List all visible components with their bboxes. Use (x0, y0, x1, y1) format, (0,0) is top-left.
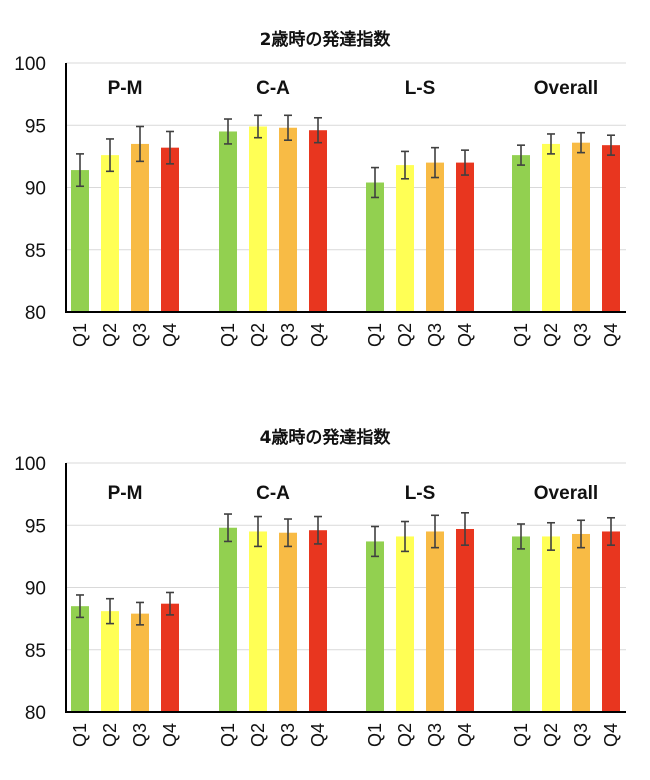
x-tick-label: Q1 (218, 323, 238, 347)
chart-4yr-development-index: 4歳時の発達指数 80 85 90 95 100 Q1 Q2 Q3 Q4 P-M Q1 Q2 Q3 Q4 C… (14, 427, 626, 747)
x-tick-label: Q4 (160, 323, 180, 347)
y-tick-label: 90 (25, 579, 46, 600)
y-tick-label: 100 (14, 454, 46, 475)
bar-l-s-q4 (456, 528, 474, 712)
y-tick-label: 90 (25, 179, 46, 200)
group-label-l-s: L-S (405, 78, 436, 99)
chart-title: 4歳時の発達指数 (260, 427, 392, 448)
bar-l-s-q1 (366, 182, 384, 312)
group-label-p-m: P-M (108, 483, 143, 504)
x-tick-label: Q3 (571, 323, 591, 347)
bar-overall-q2 (542, 536, 560, 712)
chart-title: 2歳時の発達指数 (260, 29, 392, 50)
x-tick-label: Q3 (278, 723, 298, 747)
bar-p-m-q4 (161, 147, 179, 312)
bar-overall-q1 (512, 536, 530, 712)
bar-p-m-q3 (131, 613, 149, 712)
group-label-c-a: C-A (256, 483, 290, 504)
bar-c-a-q3 (279, 127, 297, 313)
x-tick-label: Q2 (541, 723, 561, 747)
x-tick-label: Q4 (455, 723, 475, 747)
bar-p-m-q3 (131, 143, 149, 312)
x-tick-label: Q4 (455, 323, 475, 347)
bar-p-m-q1 (71, 606, 89, 712)
bar-overall-q3 (572, 142, 590, 312)
x-tick-label: Q2 (100, 323, 120, 347)
bar-p-m-q2 (101, 611, 119, 712)
x-tick-label: Q3 (130, 723, 150, 747)
x-tick-label: Q1 (218, 723, 238, 747)
group-label-overall: Overall (534, 78, 598, 99)
group-label-l-s: L-S (405, 483, 436, 504)
bar-overall-q1 (512, 155, 530, 312)
x-tick-label: Q4 (601, 723, 621, 747)
bar-c-a-q2 (249, 126, 267, 313)
y-tick-label: 80 (25, 303, 46, 324)
x-tick-label: Q2 (248, 323, 268, 347)
bar-l-s-q2 (396, 165, 414, 312)
bar-p-m-q1 (71, 170, 89, 312)
x-tick-label: Q4 (308, 323, 328, 347)
y-tick-label: 85 (25, 641, 46, 662)
x-tick-label: Q4 (160, 723, 180, 747)
bar-l-s-q2 (396, 536, 414, 712)
bar-l-s-q4 (456, 162, 474, 312)
group-label-c-a: C-A (256, 78, 290, 99)
x-tick-label: Q1 (365, 723, 385, 747)
bar-c-a-q1 (219, 131, 237, 312)
bar-c-a-q4 (309, 130, 327, 312)
bar-l-s-q1 (366, 541, 384, 712)
y-tick-label: 95 (25, 516, 46, 537)
bar-overall-q4 (602, 145, 620, 312)
x-tick-label: Q4 (601, 323, 621, 347)
x-tick-label: Q3 (571, 723, 591, 747)
bar-overall-q2 (542, 143, 560, 312)
x-tick-label: Q1 (365, 323, 385, 347)
y-tick-label: 95 (25, 116, 46, 137)
x-tick-label: Q1 (70, 723, 90, 747)
bar-c-a-q2 (249, 531, 267, 712)
x-tick-label: Q2 (395, 323, 415, 347)
bar-overall-q4 (602, 531, 620, 712)
x-tick-label: Q2 (395, 723, 415, 747)
x-tick-label: Q1 (70, 323, 90, 347)
bar-l-s-q3 (426, 162, 444, 312)
bar-p-m-q4 (161, 603, 179, 712)
x-tick-label: Q2 (541, 323, 561, 347)
y-tick-label: 85 (25, 241, 46, 262)
x-tick-label: Q4 (308, 723, 328, 747)
y-tick-label: 80 (25, 703, 46, 724)
bar-c-a-q3 (279, 532, 297, 712)
x-tick-label: Q1 (511, 723, 531, 747)
x-tick-label: Q3 (130, 323, 150, 347)
x-tick-label: Q2 (100, 723, 120, 747)
x-tick-label: Q3 (278, 323, 298, 347)
bar-c-a-q4 (309, 530, 327, 712)
bar-p-m-q2 (101, 155, 119, 312)
group-label-p-m: P-M (108, 78, 143, 99)
y-tick-label: 100 (14, 54, 46, 75)
chart-2yr-development-index: 2歳時の発達指数 80 85 90 95 100 Q1 Q2 Q3 Q4 P-M Q1 Q2 Q3 Q4 C… (14, 29, 626, 347)
x-tick-label: Q3 (425, 323, 445, 347)
x-tick-label: Q3 (425, 723, 445, 747)
bar-l-s-q3 (426, 531, 444, 712)
x-tick-label: Q2 (248, 723, 268, 747)
bar-overall-q3 (572, 533, 590, 712)
x-tick-label: Q1 (511, 323, 531, 347)
bar-c-a-q1 (219, 527, 237, 712)
group-label-overall: Overall (534, 483, 598, 504)
